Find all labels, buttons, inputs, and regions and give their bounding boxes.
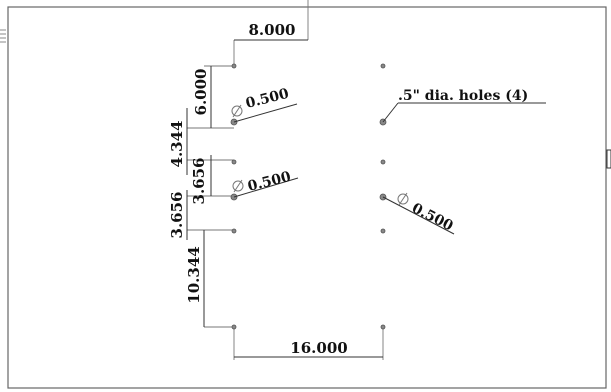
point-left-mid: [231, 159, 237, 165]
point-right-bottom: [380, 324, 386, 330]
callout-left-upper: 0.500: [231, 86, 298, 123]
point-left-top: [231, 63, 237, 69]
diameter-symbol-icon: [231, 105, 243, 117]
callout-left-middle: 0.500: [232, 169, 299, 198]
dim-last-text: 10.344: [185, 246, 203, 303]
dim-second-text: 4.344: [168, 121, 186, 168]
dim-bottom-width-text: 16.000: [290, 339, 347, 357]
dimension-top-8: 8.000: [233, 21, 308, 66]
point-left-low: [231, 228, 237, 234]
dim-first-text: 6.000: [192, 69, 210, 116]
point-right-mid: [380, 159, 386, 165]
dim-third-text: 3.656: [168, 192, 186, 239]
sheet-border: [7, 6, 607, 389]
dim-top-width-text: 8.000: [249, 21, 296, 39]
callout-right-middle-text: 0.500: [409, 200, 456, 234]
diameter-symbol-icon: [397, 193, 409, 205]
dimension-left-stack: 6.000 4.344 3.656 3.656 10.344: [168, 65, 234, 328]
left-edge-marks: [0, 29, 6, 43]
point-right-low: [380, 228, 386, 234]
callout-right-middle: 0.500: [382, 192, 456, 235]
note-holes: .5" dia. holes (4): [382, 88, 546, 123]
holes-note-text: .5" dia. holes (4): [398, 88, 528, 104]
point-left-bottom: [231, 324, 237, 330]
dim-third-inner-text: 3.656: [190, 158, 208, 205]
dimension-bottom-16: 16.000: [233, 327, 384, 360]
right-edge-marker: [606, 149, 611, 169]
callout-left-middle-text: 0.500: [246, 169, 293, 195]
point-right-top: [380, 63, 386, 69]
diameter-symbol-icon: [232, 180, 244, 192]
